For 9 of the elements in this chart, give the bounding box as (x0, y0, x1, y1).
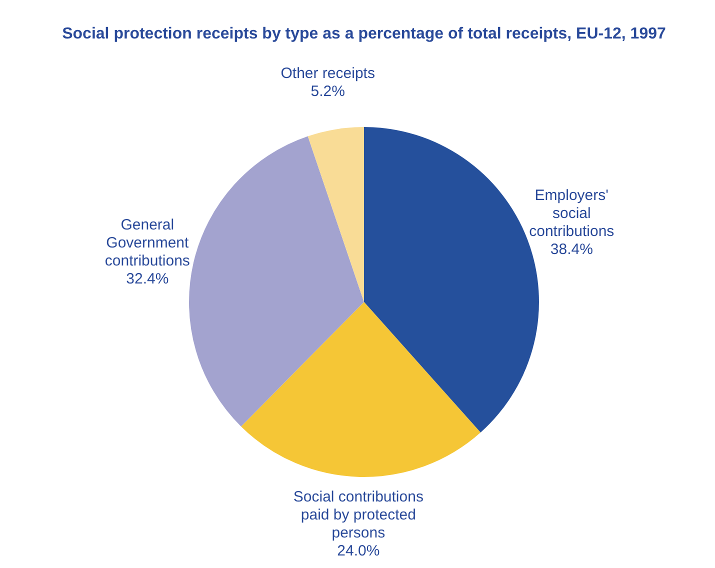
data-label: 5.2% (310, 82, 345, 100)
chart-title: Social protection receipts by type as a percentage of total receipts, EU-12, 1997 (62, 25, 666, 42)
slice-label: Other receipts (280, 64, 375, 82)
slice-label: General Government contributions (104, 216, 190, 270)
data-label: 38.4% (550, 240, 593, 258)
slice-label: Social contributions paid by protected persons (293, 488, 424, 542)
slice-label: Employers' social contributions (529, 186, 614, 240)
data-label: 24.0% (337, 542, 380, 560)
data-label: 32.4% (126, 270, 169, 288)
